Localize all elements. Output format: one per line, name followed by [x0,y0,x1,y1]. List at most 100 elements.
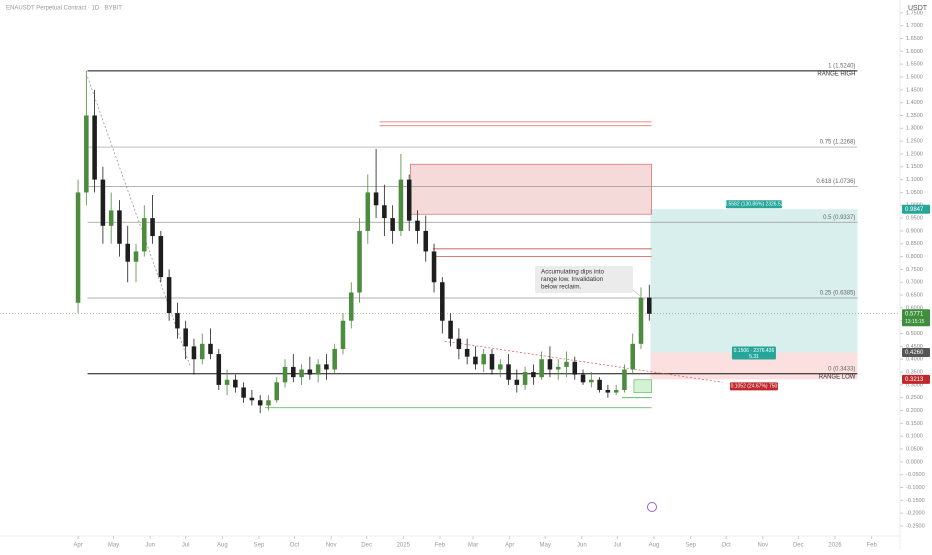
chart-title: ENAUSDT Perpetual Contract · 1D · BYBIT [6,6,122,12]
y-tick-label: 0.9000 [906,228,923,234]
annotation-text: Accumulating dips into [541,269,605,276]
candle-body [539,359,544,378]
candle-body [497,364,503,370]
y-tick-label: 0.4500 [906,344,923,350]
stop-price: 0.3213 [905,377,924,383]
candle-body [208,343,213,355]
y-tick-label: 0.6000 [906,305,923,311]
candle-body [274,382,280,401]
annotation-text: below reclaim. [541,284,581,291]
entry-price-bg [902,348,930,358]
candle-body [390,218,395,231]
candle-body [257,400,263,406]
candle-body [216,354,222,385]
candle-body [191,346,197,360]
y-tick-label: 1.1500 [906,164,923,170]
candle-body [75,192,81,303]
candle-body [241,387,246,398]
candle-body [481,354,486,365]
level-tag: RANGE HIGH [817,71,855,77]
x-tick-label: May [108,543,119,549]
zone [410,163,652,215]
candle-body [555,366,561,370]
y-tick-label: 0.0000 [906,459,923,465]
candle-body [332,348,337,370]
candle-body [249,397,255,401]
level-tag: RANGE LOW [819,374,856,380]
x-tick-label: Apr [73,543,82,549]
x-tick-label: 2025 [397,543,411,549]
x-tick-label: Mar [468,543,478,549]
candle-body [597,379,602,391]
trendline [87,76,191,368]
entry-label: 5.31 [749,354,759,360]
candle-body [158,236,164,278]
x-tick-label: Aug [217,543,228,549]
y-tick-label: 0.8000 [906,254,923,260]
y-tick-label: 1.3500 [906,113,923,119]
x-tick-label: Oct [721,543,731,549]
event-icon[interactable] [647,502,657,512]
y-tick-label: 0.1000 [906,434,923,440]
candle-body [125,243,131,262]
candle-body [630,343,635,370]
candle-body [373,192,379,206]
candle-body [133,251,139,262]
y-tick-label: -0.1500 [906,498,925,504]
entry-price: 0.4260 [905,350,924,356]
y-tick-label: 1.5000 [906,74,923,80]
y-tick-label: 1.0500 [906,190,923,196]
y-tick-label: 0.1500 [906,421,923,427]
y-tick-label: 0.8500 [906,241,923,247]
stop-label-bg [729,382,778,391]
annotation-box [535,266,633,293]
candle-body [456,338,462,349]
x-tick-label: May [540,543,551,549]
candle-body [84,115,89,193]
level-label: 0.25 (0.6385) [820,291,856,297]
y-tick-label: 0.2500 [906,395,923,401]
candle-body [473,356,478,365]
candle-body [415,220,420,231]
candle-body [299,369,304,378]
x-tick-label: Feb [435,543,446,549]
candle-body [431,251,437,283]
x-tick-label: Feb [866,543,877,549]
candle-body [448,320,453,339]
x-tick-label: Jul [182,543,190,549]
candle-body [613,390,619,393]
candle-body [324,364,329,370]
annotation-pointer [632,289,646,301]
trendline [444,340,723,383]
y-tick-label: 1.3000 [906,126,923,132]
candle-body [117,210,122,244]
stop-label: 0.1052 (24.67%) 750 [731,384,778,390]
candle-body [622,369,627,391]
candle-body [100,179,106,226]
candle-body [547,359,553,370]
countdown: 13:15:15 [905,319,925,325]
x-tick-label: Dec [793,543,804,549]
candle-body [108,210,114,226]
profit-zone [650,209,858,353]
x-tick-label: Apr [505,543,514,549]
currency: USDT [908,5,928,12]
candle-body [522,372,528,385]
candle-body [605,390,611,393]
level-label: 0 (0.3433) [828,366,855,372]
candle-body [224,379,230,385]
candle-body [647,297,652,314]
level-label: 1 (1.5240) [828,63,855,69]
target-price: 0.9847 [905,207,924,213]
y-tick-label: -0.2500 [906,523,925,529]
annotation-text: range low. Invalidation [541,276,604,283]
target-label-bg [725,200,782,209]
candle-body [638,297,644,344]
y-tick-label: 1.6000 [906,49,923,55]
y-tick-label: 1.5500 [906,62,923,68]
candle-body [315,364,321,375]
y-tick-label: 1.6500 [906,36,923,42]
candle-body [199,343,205,360]
zone [633,379,652,393]
